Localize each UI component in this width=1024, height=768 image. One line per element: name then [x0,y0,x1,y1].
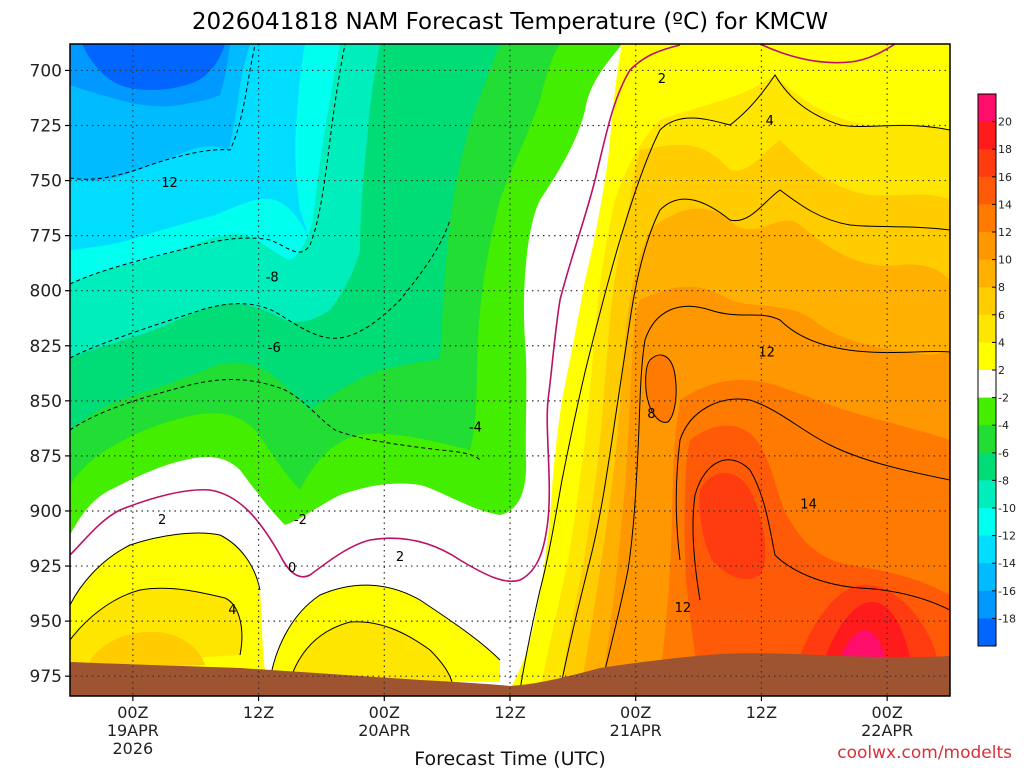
credit-text[interactable]: coolwx.com/modelts [837,743,1012,763]
colorbar-label: -12 [998,530,1016,543]
colorbar-swatch [978,425,996,454]
contour-label: 12 [675,601,692,616]
y-tick-label: 775 [30,227,62,247]
colorbar-swatch [978,176,996,205]
x-tick-label: 2026 [112,739,153,758]
y-tick-label: 975 [30,667,62,687]
colorbar-label: 16 [998,171,1012,184]
colorbar-label: 6 [998,309,1005,322]
colorbar-label: 4 [998,336,1005,349]
x-tick-label: 12Z [494,703,525,722]
band-minus-18 [82,44,225,90]
x-tick-label: 00Z [620,703,651,722]
contour-label: 12 [758,345,775,360]
contour-label: 0 [288,561,296,576]
x-tick-label: 00Z [871,703,902,722]
colorbar-swatch [978,314,996,343]
colorbar-label: 2 [998,364,1005,377]
colorbar-label: 10 [998,254,1012,267]
y-tick-label: 750 [30,172,62,192]
colorbar-label: -8 [998,474,1009,487]
colorbar-label: -10 [998,502,1016,515]
colorbar-label: -2 [998,392,1009,405]
x-tick-label: 12Z [243,703,274,722]
band-plus-4-mid [290,621,452,682]
colorbar-swatch [978,480,996,509]
colorbar-label: -14 [998,557,1016,570]
y-tick-label: 950 [30,612,62,632]
terrain-ground [70,653,950,696]
y-tick-label: 875 [30,447,62,467]
grid-lines [70,44,950,696]
zero-degree-contour [70,44,681,583]
x-tick-label: 19APR [107,721,159,740]
band-plus-6-left [90,631,205,668]
colorbar-label: 12 [998,226,1012,239]
x-tick-label: 20APR [358,721,410,740]
contour-label: 2 [158,513,166,528]
colorbar-label: 20 [998,116,1012,129]
colorbar: 20 18 16 14 12 10 8 6 4 2 -2 -4 -6 -8 -10 -12 -14 -16 -18 [977,93,1016,647]
x-axis-title: Forecast Time (UTC) [414,748,605,768]
colorbar-label: -16 [998,585,1016,598]
contour-label: 4 [228,603,236,618]
chart-title: 2026041818 NAM Forecast Temperature (ºC)… [192,9,828,35]
contour-label: -2 [294,513,307,528]
contour-label: 2 [658,72,666,87]
colorbar-swatch [978,397,996,426]
contour-label: 2 [396,550,404,565]
colorbar-swatch [978,259,996,288]
colorbar-swatch [978,452,996,481]
colorbar-swatch [978,149,996,178]
x-tick-label: 22APR [861,721,913,740]
colorbar-swatch [978,204,996,233]
y-tick-label: 900 [30,502,62,522]
y-tick-label: 825 [30,337,62,357]
x-tick-label: 00Z [369,703,400,722]
x-tick-label: 21APR [610,721,662,740]
contour-label: 14 [800,497,817,512]
colorbar-swatch [978,370,996,399]
plot-area: 12 -8 -6 -4 -2 0 2 2 4 2 4 8 12 14 12 [70,44,950,696]
x-tick-label: 12Z [746,703,777,722]
colorbar-label: -18 [998,612,1016,625]
y-tick-label: 800 [30,282,62,302]
band-plus-16-right [699,473,766,580]
colorbar-swatch [978,563,996,592]
contour-lines [70,44,950,691]
contour-label: 12 [161,176,178,191]
colorbar-swatch [978,535,996,564]
colorbar-label: 8 [998,281,1005,294]
colorbar-label: -4 [998,419,1009,432]
colorbar-swatch [978,94,996,123]
colorbar-swatch [978,287,996,316]
y-tick-label: 850 [30,392,62,412]
colorbar-swatch [978,508,996,537]
y-tick-label: 725 [30,117,62,137]
colorbar-label: 14 [998,198,1012,211]
contour-label: 8 [647,407,655,422]
colorbar-swatch [978,121,996,150]
colorbar-swatch [978,590,996,619]
colorbar-swatch [978,342,996,371]
zero-degree-contour-upper [759,44,896,64]
contour-label: -6 [268,341,281,356]
y-tick-label: 925 [30,557,62,577]
band-plus-12-small [645,355,677,423]
colorbar-swatch [978,618,996,647]
contour-label: 4 [766,114,774,129]
colorbar-swatch [978,232,996,261]
contour-label: -8 [266,270,279,285]
contour-labels: 12 -8 -6 -4 -2 0 2 2 4 2 4 8 12 14 12 [158,72,817,618]
y-axis: 700 725 750 775 800 825 850 875 900 925 950 975 [30,61,70,687]
contour-label: -4 [469,420,482,435]
y-tick-label: 700 [30,61,62,81]
colorbar-label: -6 [998,447,1009,460]
x-tick-label: 00Z [117,703,148,722]
colorbar-label: 18 [998,143,1012,156]
